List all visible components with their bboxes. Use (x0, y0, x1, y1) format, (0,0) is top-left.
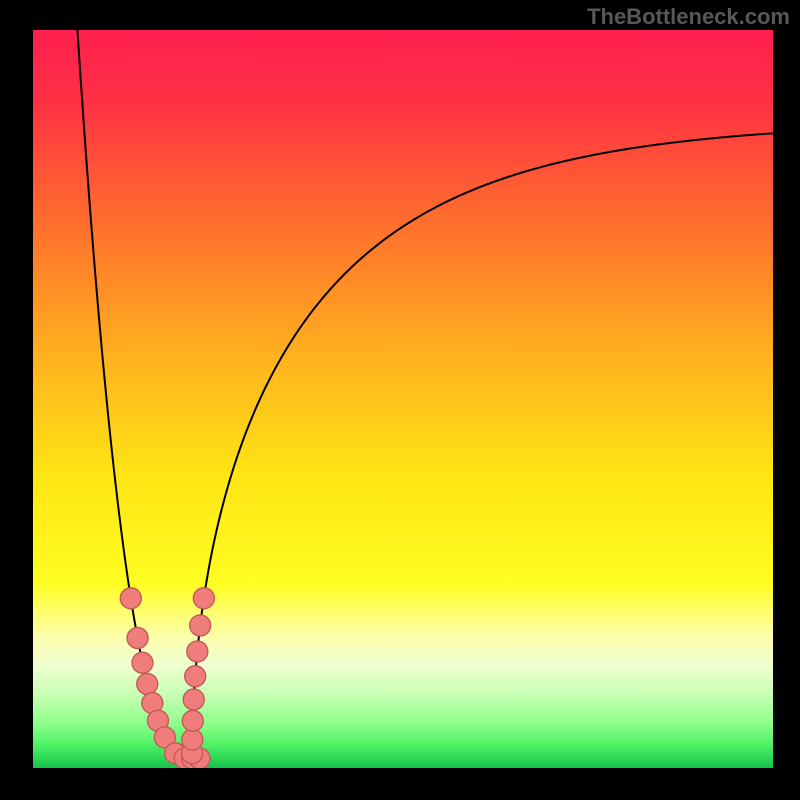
curve-marker (185, 666, 206, 687)
watermark: TheBottleneck.com (587, 4, 790, 30)
curve-marker (182, 729, 203, 750)
curve-marker (190, 615, 211, 636)
bottleneck-chart-svg (0, 0, 800, 800)
curve-marker (132, 652, 153, 673)
curve-marker (183, 689, 204, 710)
curve-marker (187, 641, 208, 662)
curve-marker (182, 710, 203, 731)
curve-marker (127, 627, 148, 648)
bottleneck-chart-container: TheBottleneck.com (0, 0, 800, 800)
curve-marker (193, 588, 214, 609)
curve-marker (137, 673, 158, 694)
curve-marker (120, 588, 141, 609)
